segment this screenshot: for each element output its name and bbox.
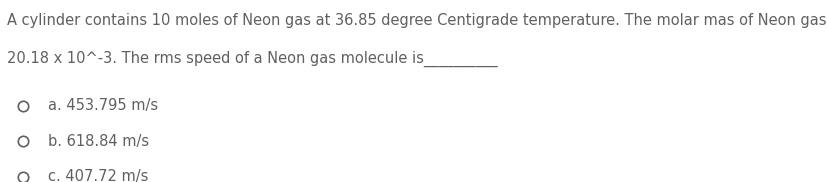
Text: A cylinder contains 10 moles of Neon gas at 36.85 degree Centigrade temperature.: A cylinder contains 10 moles of Neon gas… xyxy=(7,13,827,28)
Text: a. 453.795 m/s: a. 453.795 m/s xyxy=(48,98,158,113)
Text: 20.18 x 10^-3. The rms speed of a Neon gas molecule is__________: 20.18 x 10^-3. The rms speed of a Neon g… xyxy=(7,51,497,67)
Text: c. 407.72 m/s: c. 407.72 m/s xyxy=(48,169,148,182)
Text: b. 618.84 m/s: b. 618.84 m/s xyxy=(48,134,149,149)
